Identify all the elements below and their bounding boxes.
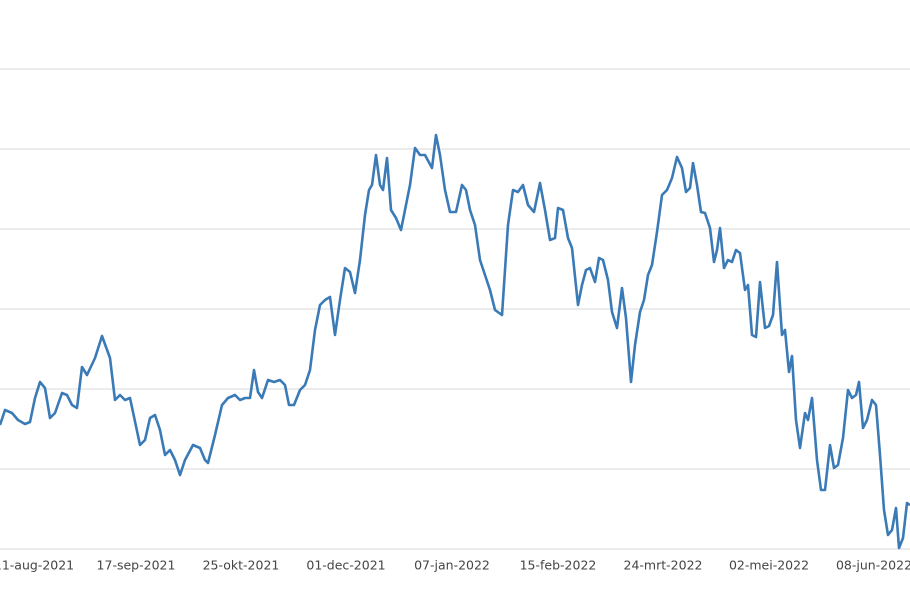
line-series [0, 133, 910, 550]
x-tick-label: 02-mei-2022 [729, 558, 809, 573]
x-tick-label: 25-okt-2021 [203, 558, 280, 573]
x-tick-label: 01-dec-2021 [306, 558, 385, 573]
x-tick-label: 17-sep-2021 [97, 558, 176, 573]
x-tick-label: 15-feb-2022 [520, 558, 597, 573]
x-tick-label: 11-aug-2021 [0, 558, 74, 573]
x-tick-label: 08-jun-2022 [836, 558, 910, 573]
x-tick-label: 24-mrt-2022 [624, 558, 703, 573]
x-tick-label: 07-jan-2022 [414, 558, 490, 573]
